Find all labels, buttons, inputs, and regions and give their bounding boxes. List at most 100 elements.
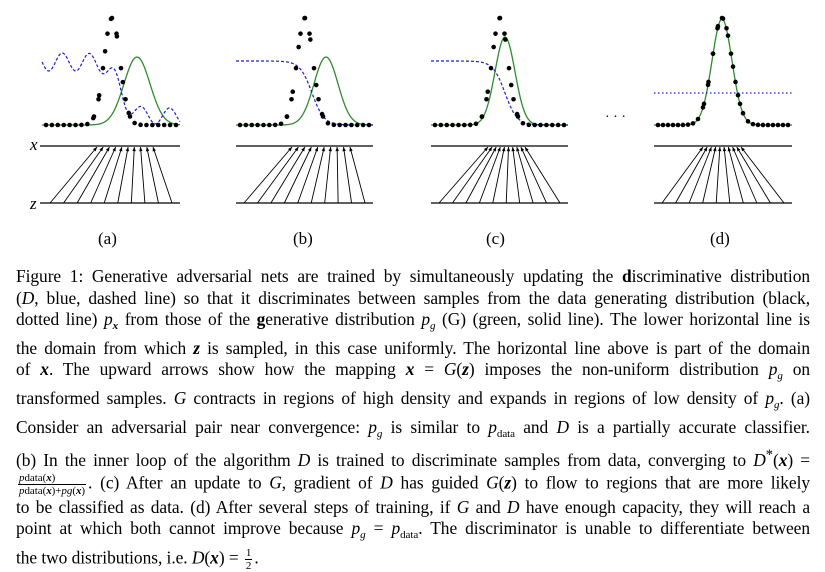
caption-line-7: Consider an adversarial pair near conver… <box>16 416 810 440</box>
arrow-head <box>727 147 732 152</box>
data-dot <box>120 79 126 85</box>
generator-curve <box>431 36 568 126</box>
caption-line-1: Figure 1: Generative adversarial nets ar… <box>16 266 810 286</box>
mapping-arrow <box>90 146 117 204</box>
data-dot <box>506 65 512 71</box>
caption-line-10: to be classified as data. (d) After seve… <box>16 496 810 517</box>
arrow-head <box>335 147 339 152</box>
generator-curve <box>654 18 792 126</box>
arrow-head <box>145 147 150 152</box>
mapping-arrow <box>740 146 785 204</box>
panel-label-d: (d) <box>710 229 730 248</box>
data-dot <box>272 122 278 128</box>
data-dot <box>493 31 498 36</box>
data-dot <box>660 122 666 128</box>
data-dot <box>497 15 503 21</box>
discriminator-curve <box>41 52 181 125</box>
data-dot <box>750 121 756 127</box>
data-dot <box>127 114 133 119</box>
arrow-head <box>483 147 488 152</box>
arrow-head <box>497 147 501 152</box>
mapping-arrow <box>140 146 146 204</box>
mapping-arrow <box>270 146 306 204</box>
data-dot <box>728 51 734 56</box>
data-dot <box>118 65 124 71</box>
ellipsis: · · · <box>605 110 626 125</box>
data-dot <box>561 122 567 128</box>
mapping-arrow <box>76 146 110 204</box>
data-dot <box>150 122 155 128</box>
data-dot <box>665 122 671 128</box>
caption-line-8: (b) In the inner loop of the algorithm D… <box>16 447 810 470</box>
caption-line-6: transformed samples. G contracts in regi… <box>16 387 811 411</box>
mapping-arrow <box>297 146 319 204</box>
data-dot <box>302 15 308 21</box>
arrow-head <box>525 147 529 152</box>
data-dot <box>96 96 101 102</box>
mapping-arrow <box>505 146 510 204</box>
data-dot <box>780 122 786 128</box>
arrow-head <box>708 147 712 152</box>
data-dot <box>100 65 106 71</box>
data-dot <box>740 110 746 116</box>
data-dot <box>730 64 736 69</box>
mapping-arrow <box>727 146 744 204</box>
data-dot <box>284 114 290 119</box>
caption-line-9: pdata(x) pdata(x)+pg(x). (c) After an upd… <box>18 471 810 497</box>
panel-label-c: (c) <box>486 229 505 248</box>
z-axis-label: z <box>29 194 37 213</box>
mapping-arrow <box>492 146 505 204</box>
data-dot <box>79 122 84 128</box>
x-axis-label: x <box>29 135 38 154</box>
data-dot <box>502 31 507 36</box>
mapping-arrow <box>520 146 547 204</box>
arrow-head <box>307 147 312 152</box>
data-dot <box>102 49 108 54</box>
mapping-arrow <box>661 146 704 204</box>
mapping-arrow <box>736 146 771 204</box>
data-dot <box>770 122 776 128</box>
data-dot <box>462 122 467 128</box>
data-dot <box>515 114 521 119</box>
data-dot <box>733 79 738 85</box>
data-dot <box>485 89 491 95</box>
mapping-arrow <box>732 146 758 204</box>
arrow-head <box>736 147 741 152</box>
data-dot <box>167 122 173 128</box>
arrow-head <box>99 147 104 152</box>
mapping-arrow <box>465 146 497 204</box>
data-dot <box>366 122 372 128</box>
arrow-head <box>492 147 497 152</box>
data-dot <box>138 122 143 128</box>
data-dot <box>685 122 691 127</box>
caption-line-11: point at which both cannot improve becau… <box>16 518 810 542</box>
data-dot <box>261 122 266 128</box>
data-dot <box>67 122 72 128</box>
data-dot <box>484 96 489 102</box>
mapping-arrow <box>702 146 717 204</box>
data-dot <box>91 114 97 119</box>
caption-line-4: the domain from which z is sampled, in t… <box>16 337 810 358</box>
mapping-arrow <box>723 146 731 204</box>
data-dot <box>719 15 725 21</box>
data-dot <box>680 122 686 128</box>
arrow-head <box>732 147 736 152</box>
panel-label-b: (b) <box>293 229 313 248</box>
arrow-head <box>328 147 332 152</box>
data-dot <box>526 122 532 128</box>
caption-line-2: (D, blue, dashed line) so that it discri… <box>16 287 810 308</box>
data-dot <box>725 33 731 38</box>
arrow-head <box>713 147 717 152</box>
mapping-arrow <box>452 146 493 204</box>
distribution-curves <box>41 15 792 128</box>
data-dot <box>690 121 696 126</box>
data-dot <box>55 122 61 128</box>
data-dot <box>737 101 743 107</box>
data-dot <box>325 120 331 126</box>
mapping-arrow <box>310 146 325 204</box>
data-dot <box>267 122 272 128</box>
arrow-head <box>321 147 326 152</box>
data-dot <box>290 89 296 95</box>
arrow-head <box>501 147 506 152</box>
data-dot <box>311 65 317 71</box>
